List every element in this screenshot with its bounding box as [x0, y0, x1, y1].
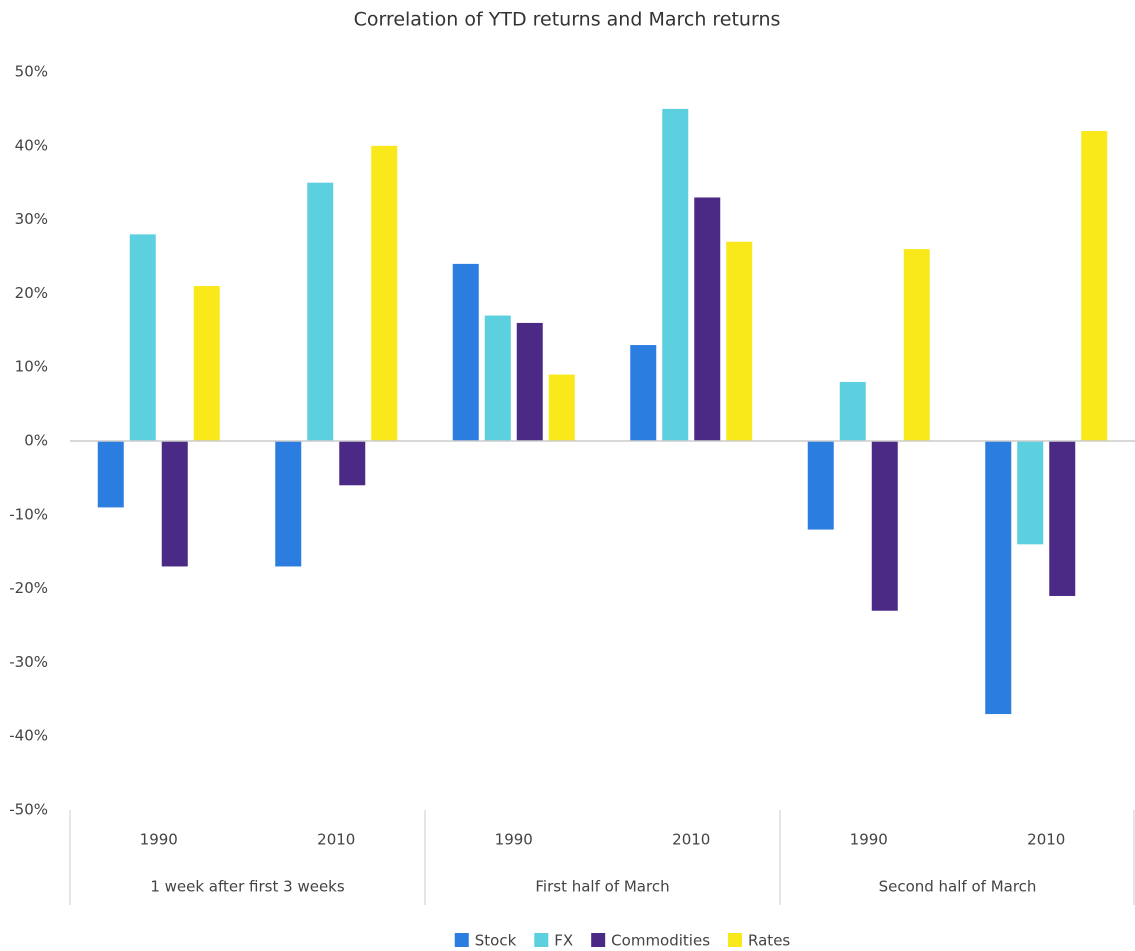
x-tick-label: 2010: [1027, 831, 1065, 849]
bar: [339, 441, 366, 486]
bar: [662, 108, 689, 442]
y-tick-label: 10%: [15, 358, 48, 376]
y-tick-label: -50%: [9, 801, 48, 819]
bar: [807, 441, 834, 530]
y-tick-label: -30%: [9, 653, 48, 671]
y-tick-label: 20%: [15, 284, 48, 302]
bar: [1017, 441, 1044, 545]
bar: [548, 374, 575, 441]
y-tick-label: 50%: [15, 63, 48, 81]
bar: [193, 286, 220, 441]
bar: [694, 197, 721, 441]
bar: [307, 182, 334, 441]
legend-label: FX: [554, 932, 573, 950]
legend-swatch: [728, 933, 743, 947]
y-tick-label: 0%: [24, 432, 48, 450]
bar: [1049, 441, 1076, 596]
bar: [97, 441, 124, 508]
y-tick-label: 30%: [15, 210, 48, 228]
legend-swatch: [454, 933, 469, 947]
bar: [129, 234, 156, 441]
x-tick-label: 1990: [495, 831, 533, 849]
bar: [452, 263, 479, 441]
bar: [275, 441, 302, 567]
bar: [726, 241, 753, 441]
bar: [371, 145, 398, 442]
bar: [484, 315, 511, 441]
legend-label: Stock: [475, 932, 517, 950]
group-label: Second half of March: [879, 878, 1037, 896]
y-tick-label: 40%: [15, 136, 48, 154]
group-label: First half of March: [535, 878, 669, 896]
bar: [985, 441, 1012, 715]
legend: Stock FX Commodities Rates: [454, 932, 790, 950]
legend-label: Commodities: [611, 932, 710, 950]
x-tick-label: 2010: [672, 831, 710, 849]
chart-title: Correlation of YTD returns and March ret…: [354, 9, 781, 31]
legend-label: Rates: [748, 932, 790, 950]
x-tick-label: 1990: [140, 831, 178, 849]
legend-swatch: [534, 933, 549, 947]
y-tick-label: -20%: [9, 579, 48, 597]
bar: [630, 345, 657, 441]
bar: [161, 441, 188, 567]
bar: [516, 322, 543, 441]
y-tick-label: -10%: [9, 505, 48, 523]
legend-swatch: [591, 933, 606, 947]
x-tick-label: 2010: [317, 831, 355, 849]
x-tick-label: 1990: [850, 831, 888, 849]
group-label: 1 week after first 3 weeks: [150, 878, 345, 896]
y-tick-label: -40%: [9, 727, 48, 745]
bar: [839, 381, 866, 441]
bar: [1081, 131, 1108, 442]
bar: [871, 441, 898, 611]
bar: [903, 249, 930, 441]
